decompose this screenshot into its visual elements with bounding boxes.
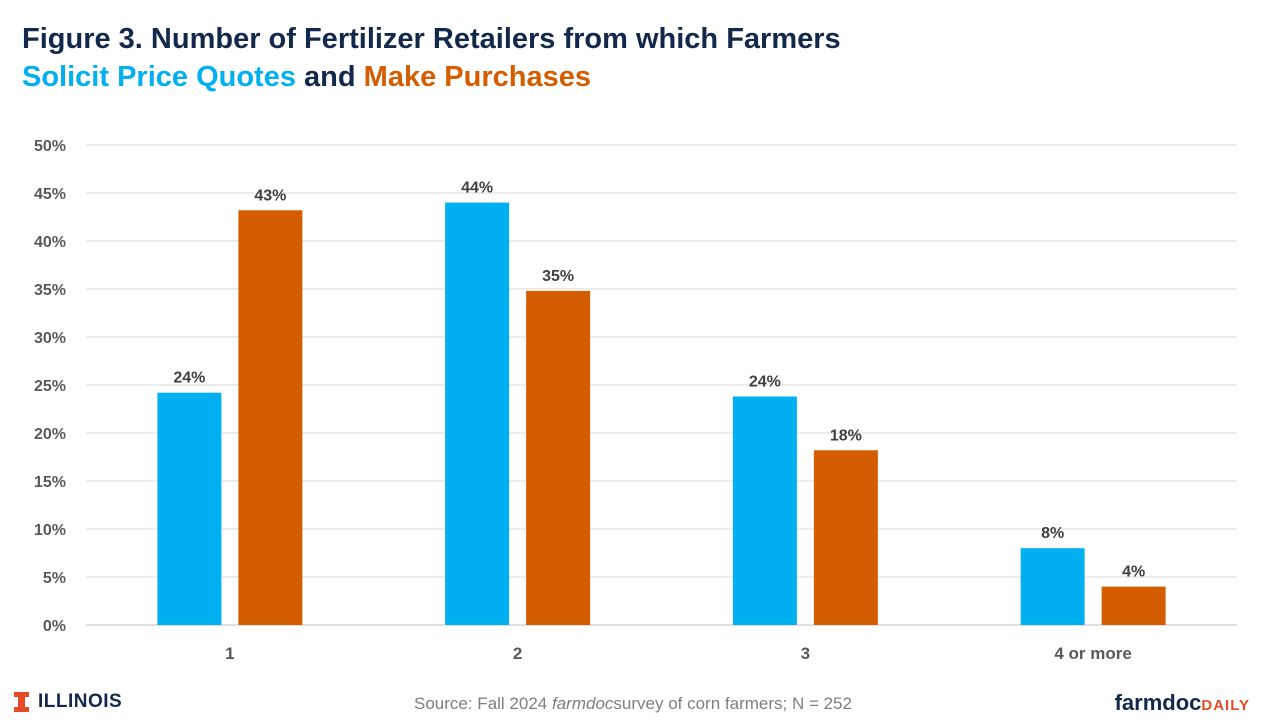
data-label: 24% [749, 374, 781, 391]
y-tick-label: 5% [43, 570, 66, 587]
bar-purchases [238, 210, 303, 625]
data-label: 35% [542, 268, 574, 285]
y-tick-label: 35% [34, 282, 66, 299]
y-tick-label: 45% [34, 186, 66, 203]
title-purchases-text: Make Purchases [363, 61, 591, 93]
bar-purchases [813, 450, 878, 625]
y-tick-label: 40% [34, 234, 66, 251]
source-suffix: survey of corn farmers; N = 252 [613, 694, 852, 713]
brand-main: farmdoc [1114, 690, 1202, 715]
illinois-logo-text: ILLINOIS [38, 691, 123, 712]
bar-chart: 0%5%10%15%20%25%30%35%40%45%50%24%43%144… [34, 138, 1237, 663]
bar-quotes [157, 392, 222, 625]
title-line-1: Figure 3. Number of Fertilizer Retailers… [22, 23, 841, 55]
source-note: Source: Fall 2024 farmdocsurvey of corn … [0, 694, 1266, 714]
source-prefix: Source: Fall 2024 [414, 694, 548, 713]
chart-title: Figure 3. Number of Fertilizer Retailers… [22, 20, 841, 96]
data-label: 4% [1122, 564, 1145, 581]
y-tick-label: 15% [34, 474, 66, 491]
illinois-logo: ILLINOIS [14, 691, 122, 713]
farmdoc-daily-logo: farmdocDAILY [1115, 690, 1250, 716]
data-label: 44% [461, 180, 493, 197]
data-label: 18% [830, 427, 862, 444]
x-category-label: 4 or more [1054, 644, 1131, 663]
data-label: 8% [1041, 525, 1064, 542]
title-and-text: and [304, 61, 356, 93]
title-line-2: Solicit Price Quotes and Make Purchases [22, 58, 841, 96]
bar-quotes [732, 396, 797, 625]
y-tick-label: 30% [34, 330, 66, 347]
bar-purchases [1101, 586, 1166, 625]
data-label: 24% [173, 370, 205, 387]
x-category-label: 3 [801, 644, 810, 663]
y-tick-label: 50% [34, 138, 66, 155]
bar-quotes [445, 202, 510, 625]
y-tick-label: 20% [34, 426, 66, 443]
bar-purchases [526, 290, 591, 625]
x-category-label: 2 [513, 644, 522, 663]
y-tick-label: 25% [34, 378, 66, 395]
brand-daily: DAILY [1201, 697, 1250, 714]
block-i-icon [14, 692, 29, 712]
y-tick-label: 0% [43, 618, 66, 635]
x-category-label: 1 [225, 644, 234, 663]
bar-quotes [1020, 548, 1085, 625]
y-tick-label: 10% [34, 522, 66, 539]
data-label: 43% [254, 187, 286, 204]
source-italic: farmdoc [551, 694, 614, 713]
title-quotes-text: Solicit Price Quotes [22, 61, 296, 93]
